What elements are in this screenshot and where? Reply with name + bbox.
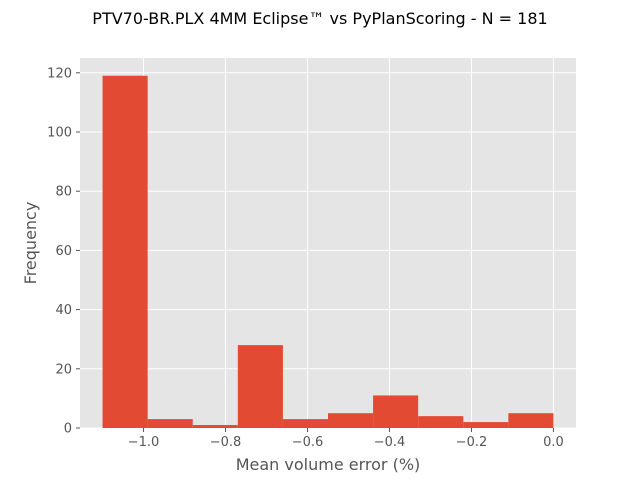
histogram-bar <box>237 345 283 428</box>
x-tick-label: −1.0 <box>128 435 160 450</box>
y-tick-label: 40 <box>55 303 72 318</box>
y-axis-label: Frequency <box>21 202 40 285</box>
gridlines <box>80 58 576 429</box>
x-axis-label: Mean volume error (%) <box>236 455 421 474</box>
histogram-bar <box>102 75 148 428</box>
y-tick-label: 80 <box>55 185 72 200</box>
x-tick-label: −0.2 <box>456 435 488 450</box>
y-tick-label: 60 <box>55 244 72 259</box>
x-tick-label: −0.6 <box>292 435 324 450</box>
x-tick-label: −0.4 <box>374 435 406 450</box>
y-tick-label: 20 <box>55 362 72 377</box>
y-tick-label: 100 <box>47 126 72 141</box>
histogram-bar <box>192 425 238 428</box>
bars <box>102 75 554 428</box>
histogram-bar <box>508 413 554 428</box>
plot-area <box>80 58 576 428</box>
histogram-bar <box>418 416 464 428</box>
y-tick-label: 120 <box>47 66 72 81</box>
chart-title: PTV70-BR.PLX 4MM Eclipse™ vs PyPlanScori… <box>92 9 547 28</box>
histogram-bar <box>373 395 419 428</box>
y-axis-ticks: 0 20 40 60 80 100 120 <box>47 66 80 437</box>
x-tick-label: −0.8 <box>210 435 242 450</box>
x-tick-label: 0.0 <box>543 435 564 450</box>
y-tick-label: 0 <box>64 422 72 437</box>
histogram-bar <box>282 419 328 428</box>
histogram-bar <box>147 419 193 428</box>
x-axis-ticks: −1.0 −0.8 −0.6 −0.4 −0.2 0.0 <box>128 428 564 450</box>
histogram-bar <box>328 413 374 428</box>
histogram-bar <box>463 422 509 428</box>
